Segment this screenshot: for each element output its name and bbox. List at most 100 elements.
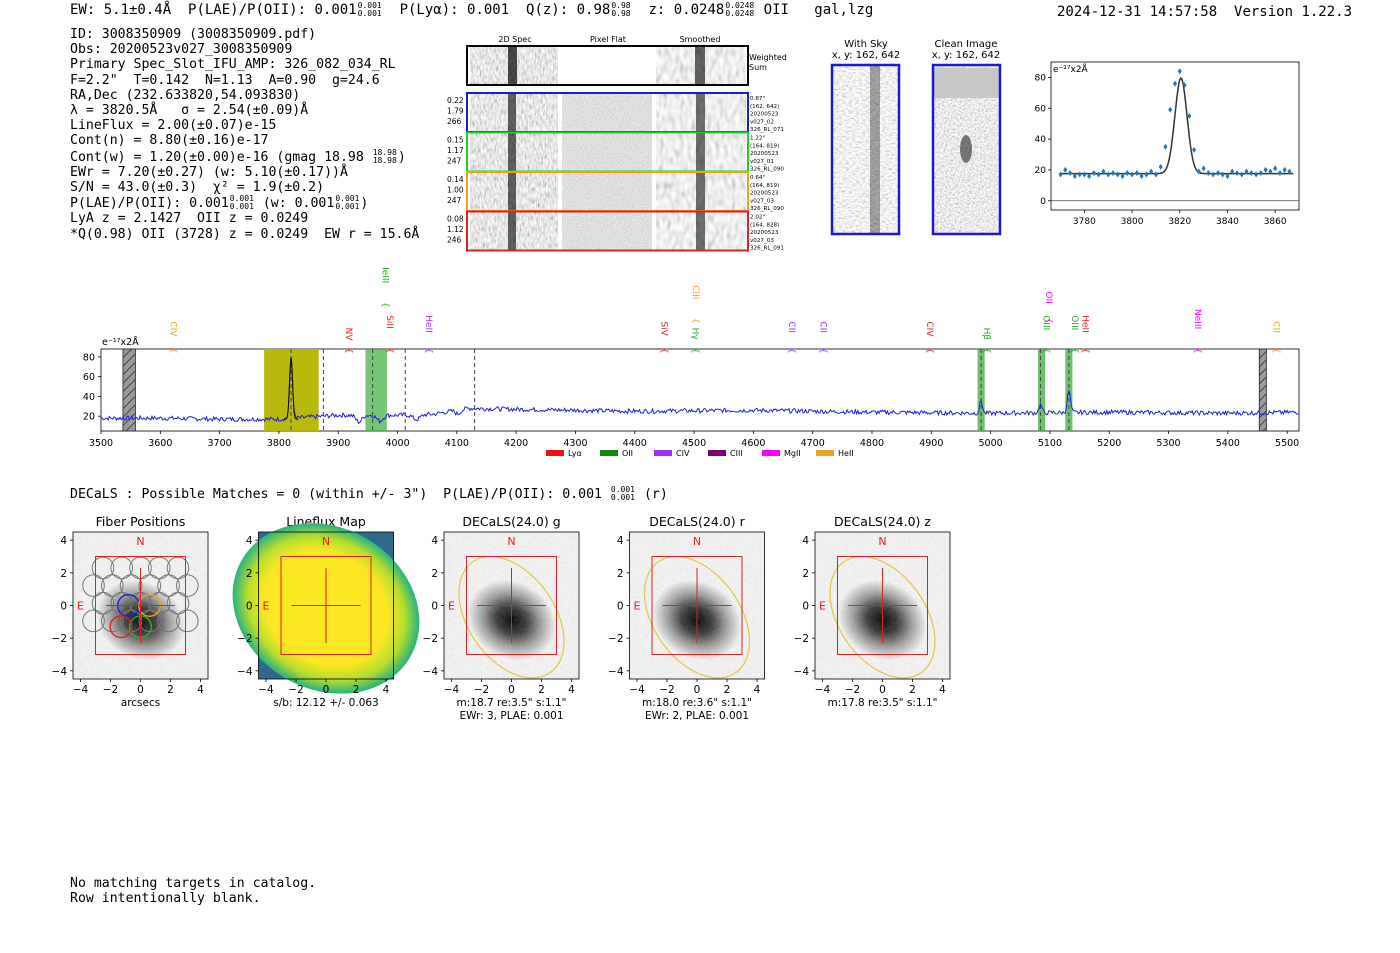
spectrum-line-label: CIV: [924, 321, 934, 337]
spectrum-xtick-label: 4700: [801, 438, 825, 449]
spectrum-xtick-label: 3600: [148, 438, 172, 449]
cutout-left-label: 0.22: [447, 96, 464, 105]
cutout-right-label: 20200523: [750, 151, 779, 157]
cutout-ws-smoothed-line: [695, 47, 705, 84]
zoom-data-point: [1192, 146, 1197, 153]
spectrum-ytick-label: 40: [83, 392, 95, 403]
zoom-data-point: [1206, 170, 1211, 176]
info-contw-lo: 18.98: [372, 155, 397, 165]
cutout-gap: [558, 94, 562, 131]
zoom-data-point: [1273, 165, 1278, 172]
panel-ytick-label: 4: [246, 535, 253, 547]
spectrum-xtick-label: 4600: [741, 438, 765, 449]
north-label: N: [322, 535, 330, 548]
cutout-left-label: 0.08: [447, 215, 464, 224]
panel-xtick-label: 0: [323, 684, 330, 696]
spectrum-line-bracket: {: [1271, 348, 1281, 354]
cutout-right-label: 20200523: [750, 230, 779, 236]
zoom-data-point: [1144, 171, 1149, 178]
spectrum-line: [100, 358, 1300, 425]
decals-band: (r): [643, 487, 668, 502]
cutout-gap: [652, 133, 656, 171]
cutout-2dspec-line: [508, 212, 516, 250]
panel-caption-2: EWr: 3, PLAE: 0.001: [459, 710, 563, 722]
cutout-left-label: 0.14: [447, 175, 464, 184]
cutout-right-label: 326_RL_071: [750, 127, 784, 133]
spectrum-xtick-label: 3500: [89, 438, 113, 449]
zoom-data-point: [1082, 171, 1087, 178]
zoom-data-point: [1130, 171, 1135, 178]
fiber-circle: [82, 609, 105, 633]
spectrum-ytick-label: 60: [83, 372, 95, 383]
cutout-left-label: 266: [447, 117, 462, 126]
cutout-gap: [558, 133, 562, 171]
zoom-data-point: [1134, 170, 1139, 176]
aperture-box: [95, 556, 186, 655]
east-label: E: [819, 600, 826, 613]
spectrum-line-bracket: {: [343, 348, 353, 354]
zoom-data-point: [1120, 173, 1125, 180]
zoom-data-point: [1254, 171, 1259, 178]
panel-ytick-label: 0: [802, 601, 809, 613]
cutout-right-label: v027_03: [750, 238, 774, 244]
east-label: E: [77, 600, 84, 613]
spectrum-legend-label: MgII: [784, 449, 801, 458]
line-fit-chart: 3780 3800 3820 3840 3860 0 20 40 60 80 e⁻¹⁷x2Å: [1035, 61, 1300, 227]
aperture-box: [651, 556, 743, 655]
east-label: E: [634, 600, 641, 613]
panel-caption-2: EWr: 2, PLAE: 0.001: [645, 710, 749, 722]
cutout-col-header-pixelflat: Pixel Flat: [590, 35, 626, 44]
decals-panel: Fiber Positions N E −4 −4 −2 −2 0 0 2 2 4 4 arcsecs: [52, 514, 209, 709]
cutout-left-label: 246: [447, 236, 462, 245]
panel-caption: s/b: 12.12 +/- 0.063: [273, 697, 378, 709]
cutout-pixelflat: [562, 133, 652, 171]
spectrum-line-bracket: {: [1080, 348, 1090, 354]
panel-xtick-label: −2: [103, 684, 118, 696]
decals-panel-title: Fiber Positions: [96, 514, 186, 529]
panel-ytick-label: −4: [423, 666, 439, 678]
panel-ytick-label: 2: [431, 568, 438, 580]
aperture-box: [837, 556, 928, 655]
panel-caption: m:17.8 re:3.5" s:1.1": [828, 697, 938, 709]
spectrum-xtick-label: 3900: [326, 438, 350, 449]
header-z-value: 0.0248: [673, 2, 725, 18]
panel-ytick-label: 0: [617, 601, 624, 613]
cutout-weighted-sum-label: Weighted: [749, 53, 787, 62]
zoom-ytick-label: 80: [1035, 73, 1047, 83]
header-z-label: z:: [648, 2, 666, 18]
north-label: N: [136, 535, 144, 548]
info-obs: Obs: 20200523v027_3008350909: [70, 42, 293, 58]
cutout-right-label: v027_03: [750, 198, 774, 204]
cutout-left-label: 247: [447, 157, 462, 166]
spectrum-highlight-band: [977, 349, 985, 431]
fiber-circle: [176, 609, 199, 633]
panel-ytick-label: −4: [52, 666, 68, 678]
info-contw-row: Cont(w) = 1.20(±0.00)e-16 (gmag 18.98 18…: [70, 148, 419, 165]
cutout-right-label: 1.22": [750, 136, 765, 142]
cutout-right-label: 0.87": [750, 96, 765, 102]
zoom-data-point: [1196, 168, 1201, 175]
panel-xtick-label: −4: [444, 684, 460, 696]
spectrum-legend-swatch: [816, 450, 834, 456]
catalog-footer: No matching targets in catalog. Row inte…: [70, 876, 316, 906]
spectrum-legend-swatch: [762, 450, 780, 456]
cutout-ws-line: [508, 47, 517, 84]
panel-xtick-label: 2: [724, 684, 731, 696]
spectrum-legend-swatch: [654, 450, 672, 456]
info-plae-w-end: ): [360, 196, 369, 212]
cutout-gap: [558, 173, 562, 210]
panel-ytick-label: 4: [431, 535, 438, 547]
fiber-circle: [147, 556, 171, 580]
spectrum-line-label: SiII: [384, 315, 394, 329]
zoom-data-point: [1287, 168, 1292, 175]
zoom-ytick-label: 20: [1035, 166, 1047, 176]
cutout-left-label: 0.15: [447, 136, 464, 145]
cutout-frame: [466, 210, 749, 252]
fiber-circle: [138, 574, 162, 597]
cutout-right-label: 20200523: [750, 191, 779, 197]
panel-xtick-label: 0: [137, 684, 144, 696]
info-contw: Cont(w) = 1.20(±0.00)e-16 (gmag 18.98: [70, 149, 364, 165]
